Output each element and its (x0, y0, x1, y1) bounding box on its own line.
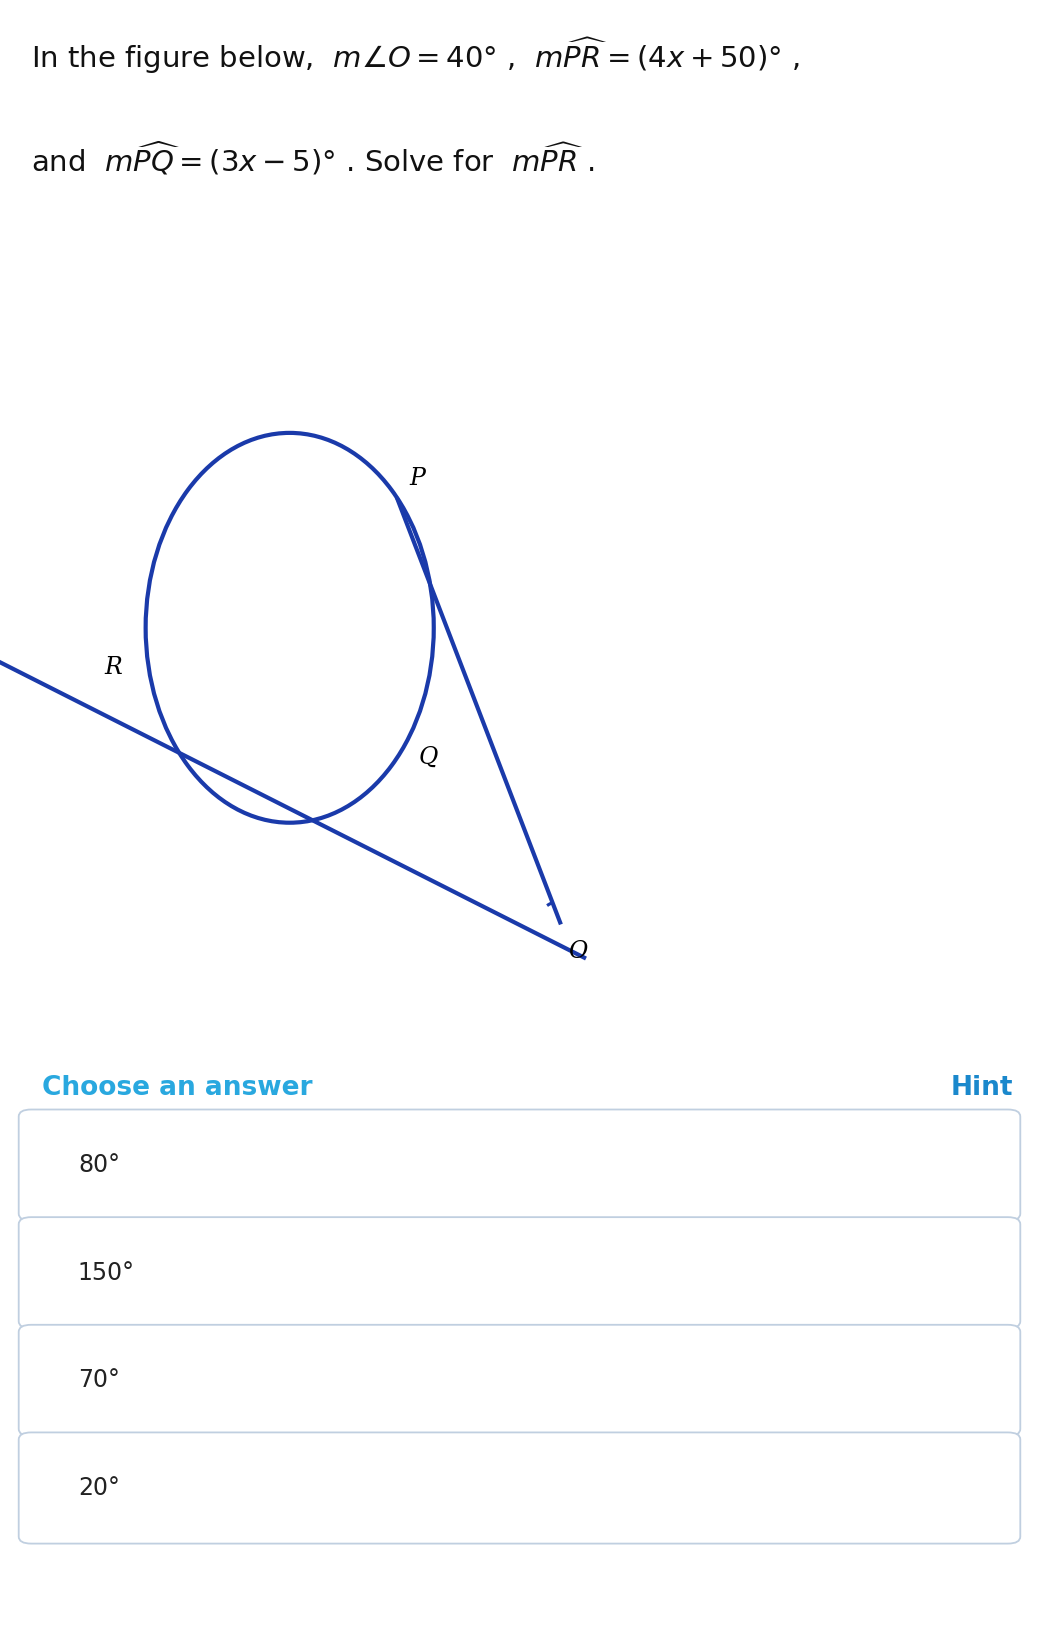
Text: In the figure below,  $m\angle O = 40°$ ,  $m\widehat{PR} = (4x+50)°$ ,: In the figure below, $m\angle O = 40°$ ,… (31, 36, 800, 76)
Text: P: P (409, 467, 425, 490)
Text: 150°: 150° (78, 1260, 135, 1285)
FancyBboxPatch shape (19, 1324, 1020, 1436)
Text: 20°: 20° (78, 1475, 119, 1500)
Text: 80°: 80° (78, 1153, 119, 1176)
Text: Hint: Hint (951, 1076, 1013, 1101)
FancyBboxPatch shape (19, 1217, 1020, 1328)
Text: 70°: 70° (78, 1369, 119, 1392)
FancyBboxPatch shape (19, 1109, 1020, 1221)
Text: Choose an answer: Choose an answer (42, 1076, 312, 1101)
Text: O: O (567, 940, 587, 963)
Text: and  $m\widehat{PQ} = (3x-5)°$ . Solve for  $m\widehat{PR}$ .: and $m\widehat{PQ} = (3x-5)°$ . Solve fo… (31, 140, 594, 177)
FancyBboxPatch shape (19, 1433, 1020, 1543)
Text: Q: Q (419, 746, 438, 769)
Text: R: R (104, 656, 122, 679)
